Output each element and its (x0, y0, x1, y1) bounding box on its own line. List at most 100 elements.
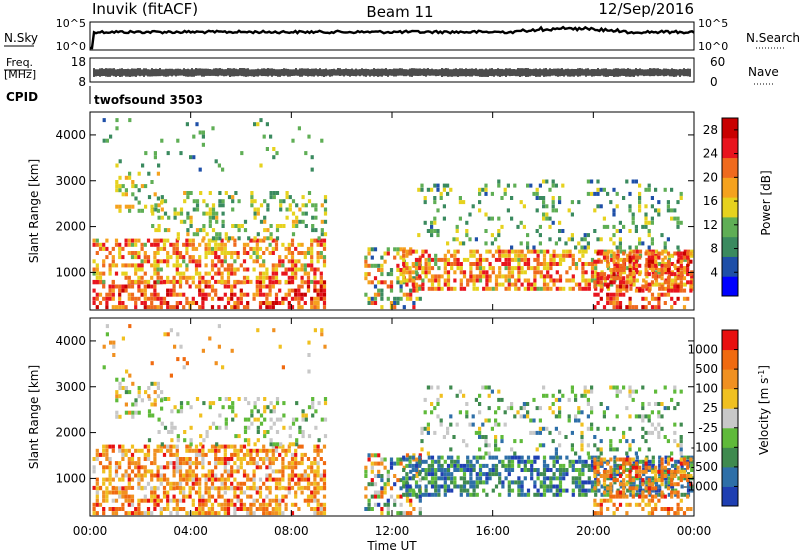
range-gate-cell (265, 305, 269, 310)
range-gate-cell (424, 484, 428, 489)
range-gate-cell (233, 444, 237, 449)
range-gate-cell (599, 259, 603, 264)
range-gate-cell (485, 257, 489, 262)
range-gate-cell (517, 257, 521, 262)
range-gate-cell (415, 457, 419, 462)
range-gate-cell (314, 203, 318, 208)
range-gate-cell (542, 253, 547, 258)
range-gate-cell (530, 463, 534, 468)
range-gate-cell (612, 478, 616, 483)
range-gate-cell (271, 284, 275, 289)
range-gate-cell (405, 249, 409, 254)
range-gate-cell (450, 459, 454, 464)
range-gate-cell (597, 282, 601, 287)
range-gate-cell (246, 279, 250, 284)
range-gate-cell (291, 199, 296, 204)
range-gate-cell (654, 465, 658, 470)
range-gate-cell (320, 203, 324, 208)
range-gate-cell (411, 249, 415, 254)
range-gate-cell (223, 477, 227, 482)
range-gate-cell (367, 502, 371, 507)
range-gate-cell (265, 477, 269, 482)
range-gate-cell (638, 488, 643, 493)
range-gate-cell (491, 463, 495, 468)
range-gate-cell (578, 249, 582, 254)
range-gate-cell (313, 296, 317, 301)
range-gate-cell (105, 324, 109, 329)
range-gate-cell (638, 272, 642, 277)
range-gate-cell (504, 476, 508, 481)
range-gate-cell (95, 242, 99, 247)
range-gate-cell (127, 457, 131, 461)
range-gate-cell (226, 301, 231, 305)
range-gate-cell (628, 478, 632, 483)
range-gate-cell (134, 410, 138, 415)
range-gate-cell (259, 219, 264, 224)
range-gate-cell (644, 457, 648, 462)
range-gate-cell (501, 253, 505, 258)
range-gate-cell (162, 473, 167, 478)
range-gate-cell (207, 292, 211, 297)
range-gate-cell (641, 224, 645, 229)
range-gate-cell (242, 457, 247, 461)
range-gate-cell (673, 263, 677, 268)
range-gate-cell (517, 249, 521, 254)
range-gate-cell (549, 274, 553, 279)
range-gate-cell (462, 480, 467, 485)
range-gate-cell (198, 448, 202, 453)
range-gate-cell (179, 401, 184, 406)
range-gate-cell (523, 286, 527, 291)
range-gate-cell (278, 469, 282, 474)
range-gate-cell (287, 251, 291, 255)
range-gate-cell (571, 480, 575, 485)
range-gate-cell (121, 305, 125, 310)
range-gate-cell (140, 267, 144, 272)
range-gate-cell (223, 481, 227, 486)
range-gate-cell (612, 426, 616, 431)
range-gate-cell (676, 259, 680, 264)
range-gate-cell (578, 492, 582, 497)
range-gate-cell (282, 199, 286, 204)
range-gate-cell (230, 444, 234, 449)
range-gate-cell (558, 397, 562, 402)
range-gate-cell (304, 151, 308, 156)
range-gate-cell (262, 271, 266, 276)
range-gate-cell (613, 480, 617, 485)
range-gate-cell (434, 286, 438, 291)
range-gate-cell (271, 267, 275, 272)
range-gate-cell (507, 282, 511, 287)
range-gate-cell (648, 282, 652, 287)
range-gate-cell (683, 282, 687, 287)
range-gate-cell (676, 490, 680, 495)
range-gate-cell (207, 279, 211, 284)
range-gate-cell (300, 292, 304, 297)
range-gate-cell (615, 305, 619, 310)
range-gate-cell (618, 241, 622, 246)
range-gate-cell (472, 253, 476, 258)
range-gate-cell (102, 494, 106, 499)
range-gate-cell (552, 253, 556, 258)
range-gate-cell (134, 242, 138, 247)
range-gate-cell (98, 485, 103, 490)
range-gate-cell (169, 444, 173, 449)
range-gate-cell (517, 286, 521, 291)
range-gate-cell (593, 259, 597, 264)
range-gate-cell (686, 461, 690, 466)
range-gate-cell (679, 469, 683, 474)
range-gate-cell (638, 465, 642, 470)
range-gate-cell (504, 253, 508, 258)
range-gate-cell (574, 282, 579, 287)
range-gate-cell (115, 398, 119, 403)
range-gate-cell (501, 274, 505, 279)
range-gate-cell (162, 238, 167, 243)
range-gate-cell (402, 492, 406, 497)
nsky-tick-top: 10^5 (56, 17, 86, 30)
range-gate-cell (615, 478, 619, 483)
range-gate-cell (185, 301, 189, 305)
range-gate-cell (111, 507, 115, 511)
range-gate-cell (396, 296, 400, 301)
range-gate-cell (644, 263, 648, 268)
range-gate-cell (618, 457, 623, 462)
range-gate-cell (151, 413, 155, 418)
range-gate-cell (590, 463, 595, 468)
